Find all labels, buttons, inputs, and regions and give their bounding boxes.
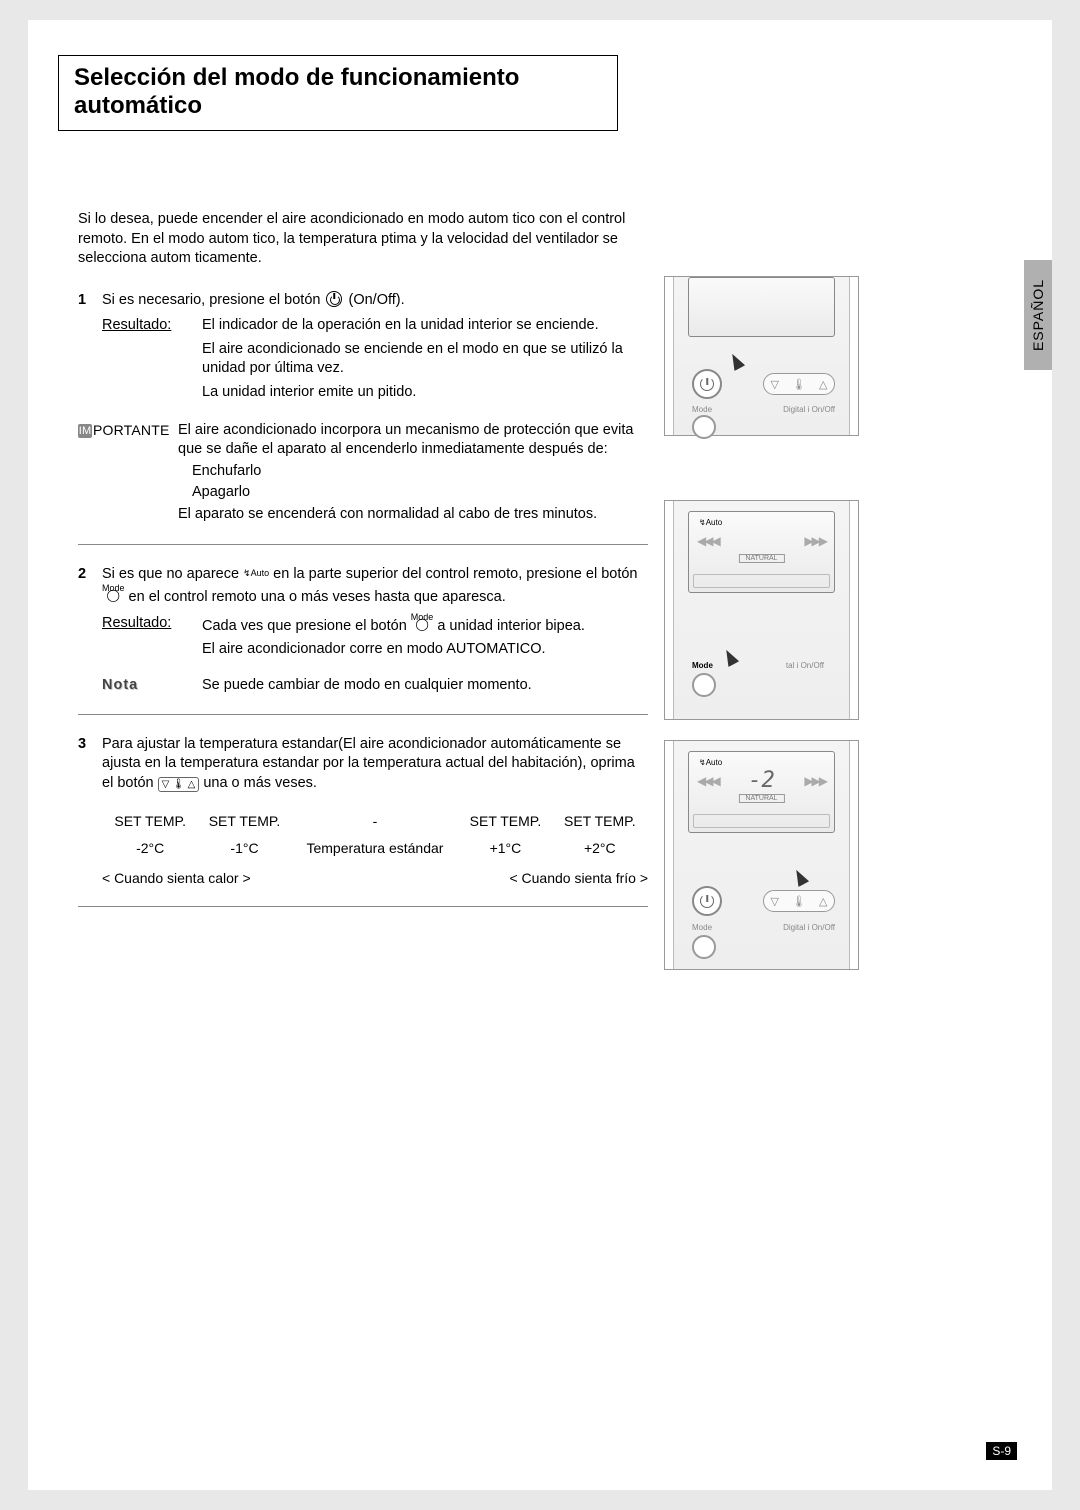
nota-text: Se puede cambiar de modo en cualquier mo… [202,676,532,696]
intro-paragraph: Si lo desea, puede encender el aire acon… [78,210,648,269]
remote-diagram-3: ↯Auto ◀◀◀ -2 ▶▶▶ NATURAL ▽🌡△ Mode Digita… [664,740,859,970]
page-title: Selección del modo de funcionamiento aut… [74,64,602,120]
page-number: S-9 [986,1442,1017,1460]
auto-icon: ↯Auto [243,567,269,579]
auto-indicator: ↯Auto [699,518,722,527]
title-box: Selección del modo de funcionamiento aut… [58,55,618,131]
power-button-graphic [692,886,722,916]
result-label: Resultado: [102,316,202,406]
temp-oval-graphic: ▽🌡△ [763,373,835,395]
mode-button-graphic [692,673,716,697]
cursor-icon [791,867,809,887]
step2-result: Cada ves que presione el botón Mode◯ a u… [202,614,648,664]
step-number: 3 [78,735,102,888]
mode-icon: Mode◯ [411,614,434,628]
table-row: SET TEMP. SET TEMP. - SET TEMP. SET TEMP… [104,809,646,834]
step-number: 2 [78,565,102,695]
mode-button-graphic [692,415,716,439]
step-1: 1 Si es necesario, presione el botón (On… [78,291,648,546]
step-2: 2 Si es que no aparece ↯Auto en la parte… [78,565,648,714]
step-3: 3 Para ajustar la temperatura estandar(E… [78,735,648,907]
digital-label: Digital i On/Off [783,405,835,414]
power-button-graphic [692,369,722,399]
natural-label: NATURAL [738,554,784,563]
mode-label: Mode [692,661,713,670]
remote-screen: ↯Auto ◀◀◀ ▶▶▶ NATURAL [688,511,835,593]
important-label: IMPORTANTE [78,421,178,527]
step2-instruction: Si es que no aparece ↯Auto en la parte s… [102,565,648,607]
mode-label: Mode [692,405,712,414]
content-body: Si lo desea, puede encender el aire acon… [78,210,648,927]
natural-label: NATURAL [738,794,784,803]
important-icon: IM [78,424,92,438]
temp-buttons-icon: ▽ 🌡 △ [158,777,200,793]
bars-right-icon: ▶▶▶ [804,774,826,788]
bars-left-icon: ◀◀◀ [697,534,719,548]
step-number: 1 [78,291,102,407]
mode-icon: Mode◯ [102,585,125,599]
mode-label: Mode [692,923,712,932]
nota-label: Nota [102,676,202,696]
remote-screen [688,277,835,337]
table-row: -2°C -1°C Temperatura estándar +1°C +2°C [104,836,646,861]
important-text: El aire acondicionado incorpora un mecan… [178,421,648,527]
temp-oval-graphic: ▽🌡△ [763,890,835,912]
step1-instruction: Si es necesario, presione el botón (On/O… [102,291,648,311]
bars-right-icon: ▶▶▶ [804,534,826,548]
cursor-icon [727,351,745,371]
bars-left-icon: ◀◀◀ [697,774,719,788]
language-tab: ESPAÑOL [1024,260,1052,370]
step1-result: El indicador de la operación en la unida… [202,316,648,406]
mode-button-graphic [692,935,716,959]
auto-indicator: ↯Auto [699,758,722,767]
temp-digit: -2 [748,768,775,793]
temp-captions: < Cuando sienta calor > < Cuando sienta … [102,869,648,888]
digital-label: tal i On/Off [786,661,824,670]
cursor-icon [721,647,739,667]
step3-instruction: Para ajustar la temperatura estandar(El … [102,735,648,794]
remote-diagram-1: ▽🌡△ Mode Digital i On/Off [664,276,859,436]
remote-screen: ↯Auto ◀◀◀ -2 ▶▶▶ NATURAL [688,751,835,833]
digital-label: Digital i On/Off [783,923,835,932]
manual-page: Selección del modo de funcionamiento aut… [28,20,1052,1490]
temperature-table: SET TEMP. SET TEMP. - SET TEMP. SET TEMP… [102,807,648,863]
language-label: ESPAÑOL [1030,279,1046,351]
remote-diagram-2: ↯Auto ◀◀◀ ▶▶▶ NATURAL Mode tal i On/Off [664,500,859,720]
result-label: Resultado: [102,614,202,664]
power-icon [326,291,342,307]
